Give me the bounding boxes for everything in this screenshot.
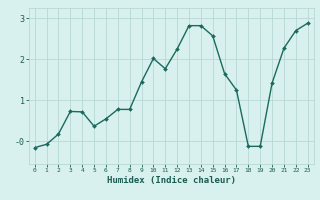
X-axis label: Humidex (Indice chaleur): Humidex (Indice chaleur) — [107, 176, 236, 185]
